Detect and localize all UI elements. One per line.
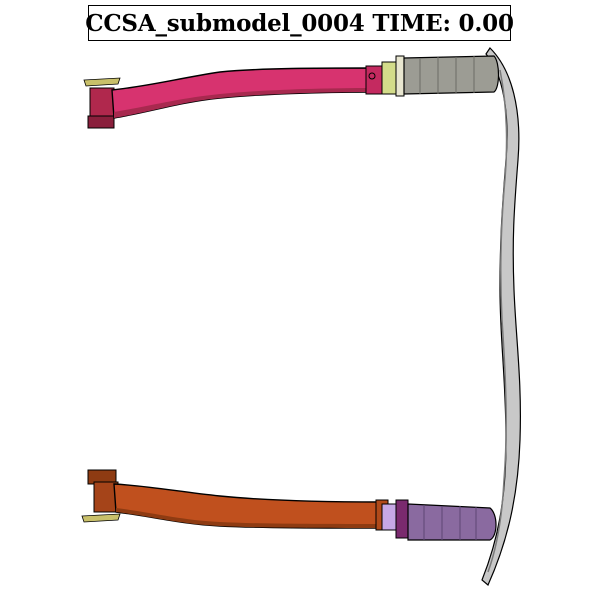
title-text: CCSA_submodel_0004 TIME: 0.00 — [85, 9, 514, 37]
lower-mount-plate — [381, 503, 397, 531]
lower-collar — [395, 499, 409, 539]
bumper-beam — [481, 47, 521, 586]
lower-rail-shadow — [116, 508, 380, 528]
upper-crush-can — [403, 55, 500, 95]
lower-rail-body — [113, 483, 381, 529]
lower-rail-assembly — [81, 469, 497, 541]
upper-rear-bracket — [89, 87, 115, 121]
upper-rail-shadow — [114, 88, 372, 118]
upper-rail-bolt — [368, 72, 376, 80]
upper-mount-plate — [381, 61, 397, 95]
title-box: CCSA_submodel_0004 TIME: 0.00 — [85, 5, 514, 41]
upper-rear-flange — [83, 77, 121, 87]
lower-crush-can — [407, 503, 497, 541]
upper-flange-plate — [395, 55, 405, 97]
lower-rear-flange — [81, 513, 121, 523]
upper-crush-can-folds — [419, 56, 475, 94]
upper-rear-bracket-lower — [87, 115, 115, 129]
upper-rail-assembly — [83, 55, 500, 129]
upper-rail-tip — [365, 65, 383, 95]
bumper-beam-inner-edge — [487, 69, 508, 573]
lower-crush-can-folds — [423, 505, 477, 540]
